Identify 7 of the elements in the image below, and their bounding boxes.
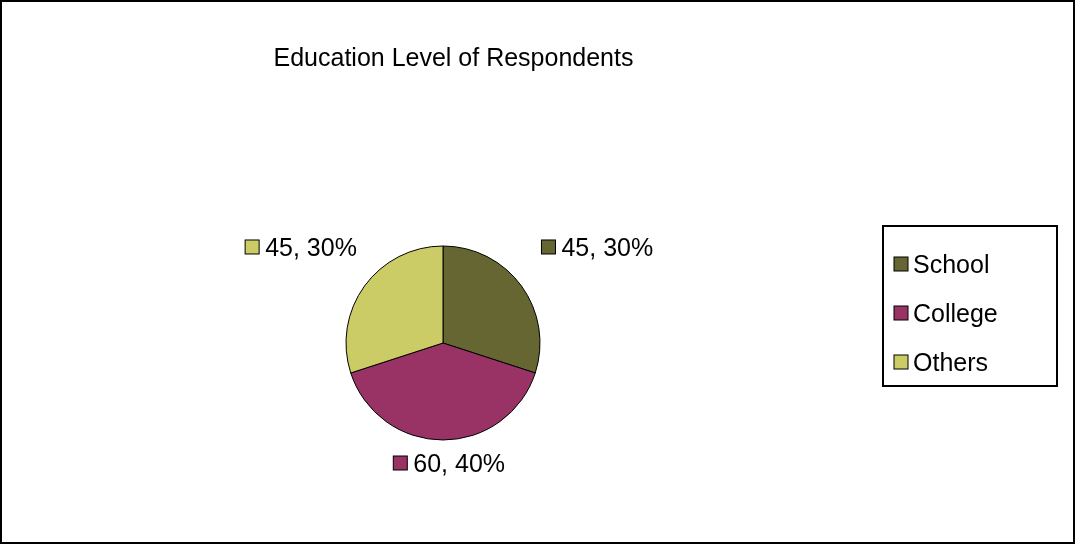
chart-title: Education Level of Respondents xyxy=(273,43,634,71)
legend-label: Others xyxy=(913,348,989,376)
data-label: 45, 30% xyxy=(561,232,654,261)
data-label: 60, 40% xyxy=(413,449,506,477)
data-label: 45, 30% xyxy=(265,232,357,261)
legend-label: College xyxy=(913,299,998,327)
legend-label: School xyxy=(913,250,990,278)
